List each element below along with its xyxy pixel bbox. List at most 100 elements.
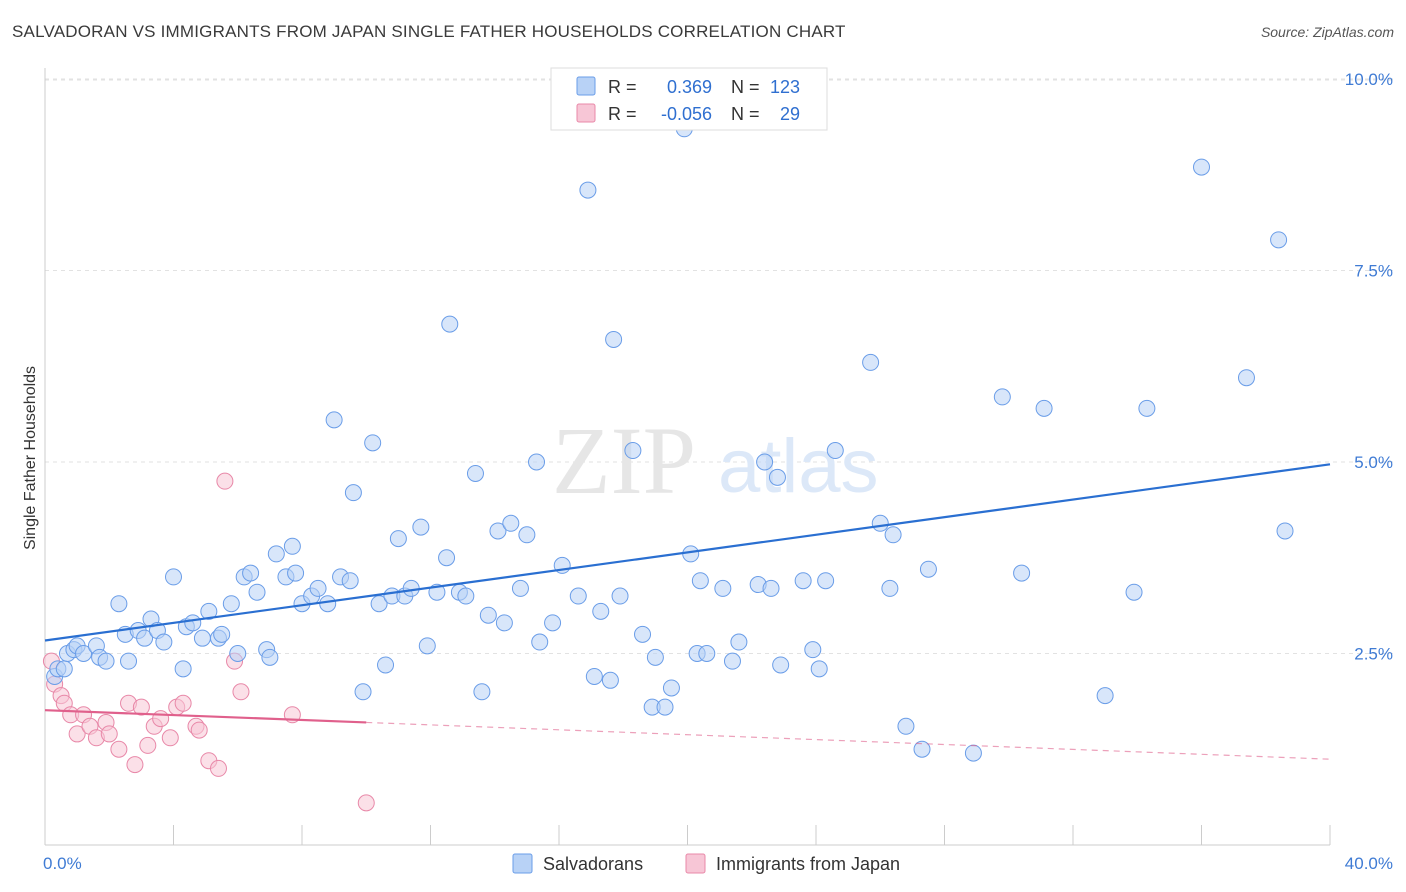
legend-swatch-blue: [576, 76, 596, 96]
data-point-salvadoran: [592, 602, 610, 620]
data-point-salvadoran: [242, 564, 260, 582]
data-point-salvadoran: [389, 530, 407, 548]
data-point-salvadoran: [1270, 231, 1288, 249]
data-point-salvadoran: [601, 671, 619, 689]
data-point-salvadoran: [489, 522, 507, 540]
legend-n-label-1: N =: [731, 77, 760, 97]
legend-swatch-pink: [576, 103, 596, 123]
data-point-salvadoran: [136, 629, 154, 647]
data-point-salvadoran: [756, 453, 774, 471]
data-point-salvadoran: [1237, 369, 1255, 387]
axes: [44, 68, 1331, 846]
data-point-japan: [126, 756, 144, 774]
data-point-salvadoran: [213, 625, 231, 643]
data-point-salvadoran: [611, 587, 629, 605]
legend-n-value-2: 29: [780, 104, 800, 124]
x-tick-labels: 0.0% 40.0%: [43, 854, 1393, 873]
data-point-salvadoran: [730, 633, 748, 651]
data-point-salvadoran: [267, 545, 285, 563]
data-point-salvadoran: [804, 641, 822, 659]
data-point-japan: [232, 683, 250, 701]
data-point-salvadoran: [1276, 522, 1294, 540]
salvadoran-points: [46, 120, 1294, 762]
data-point-salvadoran: [881, 579, 899, 597]
data-point-salvadoran: [473, 683, 491, 701]
legend-n-label-2: N =: [731, 104, 760, 124]
data-point-salvadoran: [826, 442, 844, 460]
data-point-salvadoran: [341, 572, 359, 590]
data-point-japan: [152, 710, 170, 728]
data-point-salvadoran: [1193, 158, 1210, 176]
data-point-salvadoran: [155, 633, 173, 651]
data-point-salvadoran: [511, 579, 529, 597]
data-point-salvadoran: [585, 667, 603, 685]
data-point-salvadoran: [412, 518, 430, 536]
series-legend-swatch-blue: [512, 853, 533, 874]
legend-r-label-1: R =: [608, 77, 637, 97]
data-point-salvadoran: [354, 683, 372, 701]
data-point-salvadoran: [222, 595, 240, 613]
data-point-salvadoran: [1035, 399, 1053, 417]
chart-title: SALVADORAN VS IMMIGRANTS FROM JAPAN SING…: [12, 22, 846, 41]
data-point-japan: [216, 472, 234, 490]
data-point-salvadoran: [544, 614, 562, 632]
data-point-salvadoran: [287, 564, 305, 582]
data-point-salvadoran: [531, 633, 549, 651]
data-point-salvadoran: [495, 614, 513, 632]
data-point-salvadoran: [897, 717, 915, 735]
data-point-salvadoran: [377, 656, 395, 674]
data-point-salvadoran: [518, 526, 536, 544]
data-point-japan: [174, 694, 192, 712]
data-point-salvadoran: [165, 568, 182, 586]
data-point-salvadoran: [794, 572, 812, 590]
data-point-salvadoran: [364, 434, 382, 452]
data-point-salvadoran: [605, 330, 623, 348]
data-point-japan: [132, 698, 150, 716]
data-point-salvadoran: [200, 602, 218, 620]
y-tick-label: 7.5%: [1354, 262, 1393, 281]
data-point-salvadoran: [184, 614, 202, 632]
data-point-salvadoran: [810, 660, 828, 678]
data-point-salvadoran: [466, 464, 484, 482]
data-point-japan: [139, 736, 157, 754]
trend-line-japan: [44, 709, 367, 724]
data-point-salvadoran: [319, 595, 337, 613]
data-point-salvadoran: [656, 698, 674, 716]
data-point-salvadoran: [248, 583, 266, 601]
data-point-salvadoran: [682, 545, 700, 563]
data-point-salvadoran: [884, 526, 902, 544]
watermark-atlas: atlas: [718, 424, 879, 509]
data-point-japan: [110, 740, 128, 758]
series-legend-label-2: Immigrants from Japan: [716, 854, 900, 874]
y-tick-label: 5.0%: [1354, 453, 1393, 472]
x-tick-label: 0.0%: [43, 854, 82, 873]
x-tick-label: 40.0%: [1345, 854, 1393, 873]
data-point-salvadoran: [919, 560, 937, 578]
data-point-salvadoran: [913, 740, 931, 758]
data-point-salvadoran: [502, 514, 520, 532]
data-point-salvadoran: [762, 579, 780, 597]
data-point-salvadoran: [1096, 687, 1114, 705]
data-point-salvadoran: [229, 645, 247, 662]
trend-line-salvadorans: [44, 463, 1331, 642]
data-point-salvadoran: [261, 648, 279, 666]
data-point-salvadoran: [283, 537, 301, 555]
data-point-salvadoran: [569, 587, 587, 605]
data-point-salvadoran: [75, 645, 93, 662]
y-tick-labels: 2.5% 5.0% 7.5% 10.0%: [1345, 70, 1393, 664]
data-point-salvadoran: [528, 453, 546, 471]
data-point-salvadoran: [418, 637, 436, 655]
data-point-salvadoran: [862, 353, 880, 371]
stats-legend: R = 0.369 N = 123 R = -0.056 N = 29: [550, 67, 828, 131]
stats-legend-box: [550, 67, 828, 131]
y-tick-label: 2.5%: [1354, 645, 1393, 664]
data-point-salvadoran: [55, 660, 73, 678]
data-point-salvadoran: [309, 579, 327, 597]
source-note: Source: ZipAtlas.com: [1260, 24, 1394, 40]
watermark-zip: ZIP: [552, 407, 696, 514]
data-point-salvadoran: [579, 181, 597, 199]
data-point-salvadoran: [662, 679, 680, 697]
data-point-salvadoran: [634, 625, 652, 643]
legend-n-value-1: 123: [770, 77, 800, 97]
data-point-salvadoran: [714, 579, 732, 597]
